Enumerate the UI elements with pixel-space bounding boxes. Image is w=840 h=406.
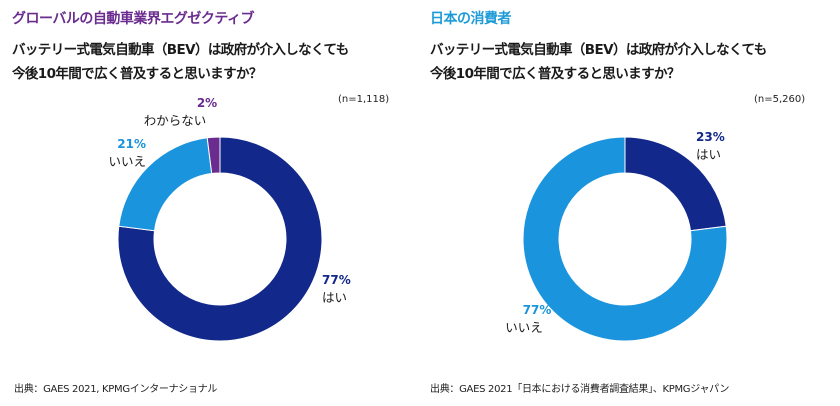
donut-slice-1	[117, 136, 323, 342]
slice-category-label: いいえ	[108, 154, 146, 169]
slice-category-label: わからない	[144, 113, 207, 128]
chart-panel-global: グローバルの自動車業界エグゼクティブ バッテリー式電気自動車（BEV）は政府が介…	[0, 0, 400, 406]
slice-category-label: はい	[322, 290, 347, 305]
slice-category-label: いいえ	[505, 320, 543, 335]
source-note: 出典：GAES 2021, KPMGインターナショナル	[14, 384, 218, 395]
slice-value-label: 23%	[696, 130, 725, 144]
question-line-1: バッテリー式電気自動車（BEV）は政府が介入しなくても	[12, 42, 349, 58]
question-line-1: バッテリー式電気自動車（BEV）は政府が介入しなくても	[430, 42, 767, 58]
slice-value-label: 77%	[322, 273, 351, 287]
donut-chart-global: 77% はい 21% いいえ 2% わからない	[108, 96, 351, 342]
slice-value-label: 77%	[523, 303, 552, 317]
source-note: 出典：GAES 2021「日本における消費者調査結果」、KPMGジャパン	[430, 384, 730, 395]
question-line-2: 今後10年間で広く普及すると思いますか？	[12, 66, 262, 82]
donut-chart-japan: 23% はい 77% いいえ	[505, 130, 728, 342]
question-line-2: 今後10年間で広く普及すると思いますか？	[430, 66, 680, 82]
donut-slice-2	[118, 137, 213, 232]
chart-title: 日本の消費者	[430, 11, 512, 27]
chart-panel-japan: 日本の消費者 バッテリー式電気自動車（BEV）は政府が介入しなくても 今後10年…	[420, 0, 820, 406]
sample-size: (n=1,118)	[338, 94, 390, 105]
sample-size: (n=5,260)	[754, 94, 806, 105]
slice-category-label: はい	[696, 147, 721, 162]
slice-value-label: 21%	[117, 137, 146, 151]
donut-slice-2	[522, 136, 728, 342]
chart-subtitle: バッテリー式電気自動車（BEV）は政府が介入しなくても 今後10年間で広く普及す…	[430, 38, 767, 86]
chart-subtitle: バッテリー式電気自動車（BEV）は政府が介入しなくても 今後10年間で広く普及す…	[12, 38, 349, 86]
donut-slice-3	[206, 136, 221, 175]
slice-value-label: 2%	[197, 96, 217, 110]
chart-title: グローバルの自動車業界エグゼクティブ	[12, 11, 255, 27]
